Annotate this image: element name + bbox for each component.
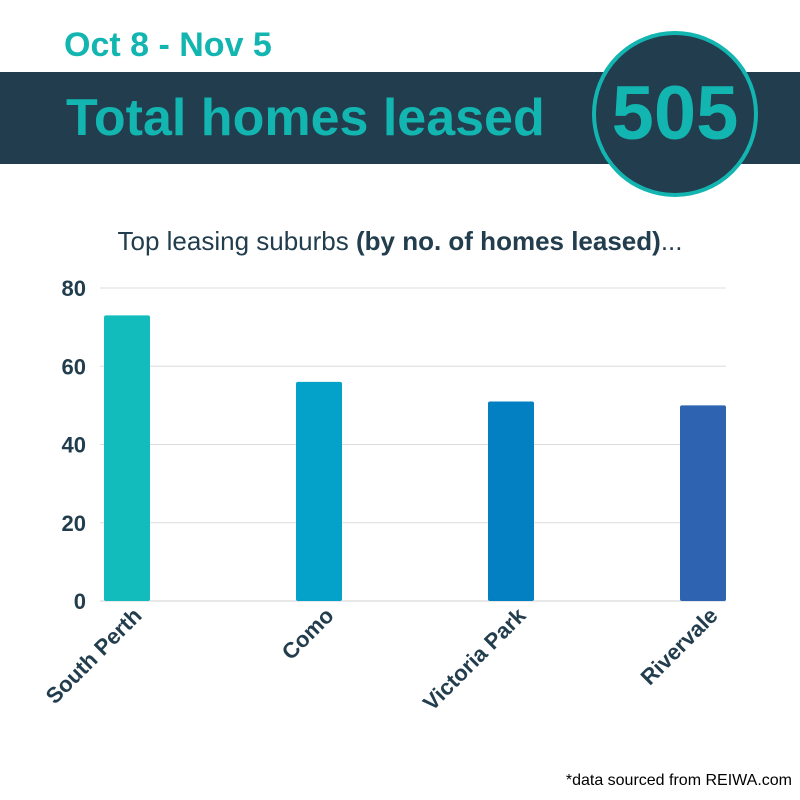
bar-victoria-park	[488, 401, 534, 601]
date-range: Oct 8 - Nov 5	[64, 26, 272, 64]
x-category-label: Victoria Park	[418, 602, 531, 715]
chart-subtitle: Top leasing suburbs (by no. of homes lea…	[0, 226, 800, 257]
y-tick-label: 20	[62, 511, 86, 536]
y-tick-label: 40	[62, 433, 86, 458]
headline: Total homes leased	[66, 89, 545, 147]
bar-south-perth	[104, 315, 150, 601]
y-tick-label: 0	[74, 589, 86, 614]
y-tick-label: 80	[62, 276, 86, 301]
y-tick-label: 60	[62, 354, 86, 379]
bar-como	[296, 381, 342, 601]
x-category-label: Rivervale	[636, 603, 723, 690]
total-badge: 505	[592, 31, 758, 197]
subtitle-prefix: Top leasing suburbs	[117, 226, 356, 256]
x-category-label: Como	[277, 603, 339, 665]
subtitle-suffix: ...	[660, 226, 683, 256]
data-source-note: *data sourced from REIWA.com	[565, 772, 792, 789]
x-category-label: South Perth	[41, 603, 147, 709]
bar-rivervale	[680, 405, 726, 601]
subtitle-bold: (by no. of homes leased)	[355, 226, 661, 256]
